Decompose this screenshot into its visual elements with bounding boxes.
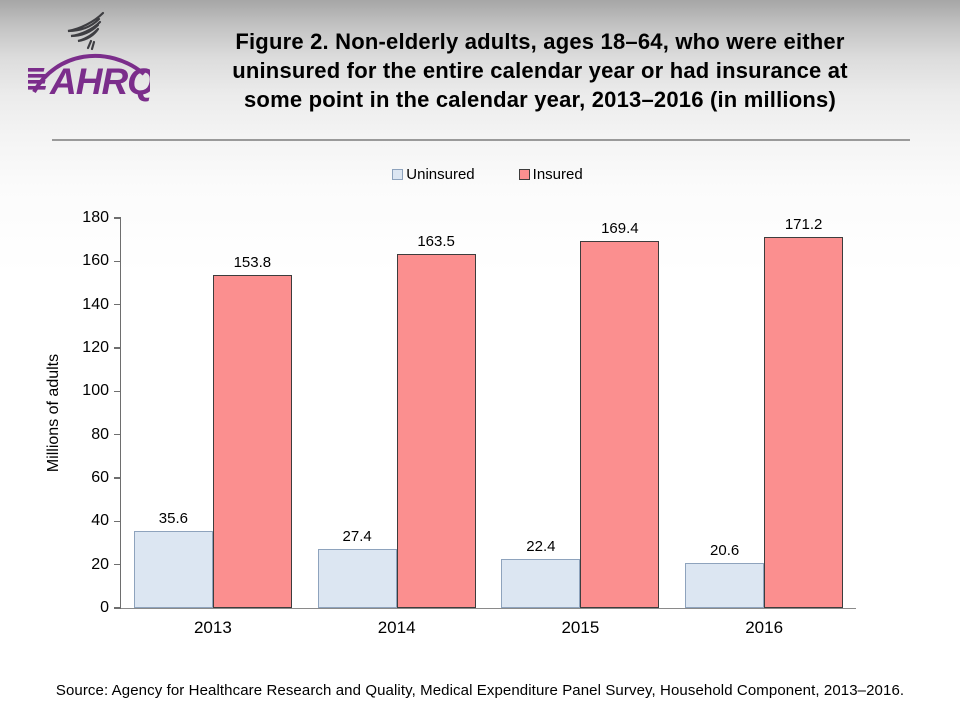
y-tick-label-160: 160 xyxy=(82,252,109,270)
legend-label-uninsured: Uninsured xyxy=(406,165,475,183)
ahrq-logo: AHRQ xyxy=(28,11,150,102)
bar-insured-2016 xyxy=(764,237,844,608)
chart-legend: Uninsured Insured xyxy=(120,164,855,184)
title-line-1: Figure 2. Non-elderly adults, ages 18–64… xyxy=(235,29,845,54)
y-tick-100 xyxy=(114,390,121,393)
header-divider xyxy=(52,139,910,141)
x-axis-label-2013: 2013 xyxy=(193,618,232,637)
y-tick-60 xyxy=(114,477,121,479)
y-tick-140 xyxy=(114,303,121,306)
y-tick-label-0: 0 xyxy=(100,599,109,616)
title-line-3: some point in the calendar year, 2013–20… xyxy=(244,87,836,112)
y-tick-label-100: 100 xyxy=(82,382,109,400)
y-tick-0 xyxy=(114,607,121,609)
y-tick-20 xyxy=(114,563,121,566)
bar-insured-2013 xyxy=(212,274,292,608)
y-tick-label-20: 20 xyxy=(91,555,109,573)
y-tick-label-80: 80 xyxy=(91,425,109,443)
value-label-insured-2013: 153.8 xyxy=(233,253,272,271)
hhs-eagle-icon xyxy=(67,11,105,51)
x-axis-label-2016: 2016 xyxy=(745,618,784,637)
bar-insured-2014 xyxy=(396,253,476,608)
y-axis-title: Millions of adults xyxy=(45,353,62,473)
source-note: Source: Agency for Healthcare Research a… xyxy=(55,682,905,699)
y-tick-40 xyxy=(114,520,121,523)
legend-swatch-insured xyxy=(518,168,530,180)
y-tick-label-140: 140 xyxy=(82,295,109,313)
x-axis-label-2015: 2015 xyxy=(561,618,600,637)
value-label-insured-2015: 169.4 xyxy=(601,219,639,237)
value-label-uninsured-2016: 20.6 xyxy=(710,542,740,560)
value-label-insured-2016: 171.2 xyxy=(784,216,823,234)
plot-area: Millions of adults 0 20 40 60 80 100 120 140 160… xyxy=(45,209,856,637)
y-tick-label-120: 120 xyxy=(82,339,109,356)
y-tick-label-60: 60 xyxy=(91,469,109,486)
value-label-insured-2014: 163.5 xyxy=(417,232,455,250)
title-line-2: uninsured for the entire calendar year o… xyxy=(232,58,848,83)
y-tick-label-40: 40 xyxy=(91,512,109,530)
y-tick-180 xyxy=(114,217,121,219)
bar-uninsured-2016 xyxy=(685,563,765,608)
value-label-uninsured-2014: 27.4 xyxy=(342,527,372,545)
legend-label-insured: Insured xyxy=(532,165,583,183)
ahrq-wordmark: AHRQ xyxy=(28,53,150,102)
legend-item-uninsured: Uninsured xyxy=(392,165,475,183)
y-tick-120 xyxy=(114,347,121,349)
value-label-uninsured-2013: 35.6 xyxy=(158,509,188,527)
bar-uninsured-2015 xyxy=(501,559,581,608)
page-title: Figure 2. Non-elderly adults, ages 18–64… xyxy=(150,27,930,114)
bar-uninsured-2014 xyxy=(317,548,397,608)
legend-item-insured: Insured xyxy=(518,165,583,183)
y-tick-label-180: 180 xyxy=(82,209,109,226)
value-label-uninsured-2015: 22.4 xyxy=(526,538,556,556)
y-tick-160 xyxy=(114,260,121,263)
y-tick-80 xyxy=(114,433,121,436)
bar-uninsured-2013 xyxy=(133,530,213,608)
x-axis-label-2014: 2014 xyxy=(377,618,416,637)
bar-insured-2015 xyxy=(580,240,660,608)
legend-swatch-uninsured xyxy=(392,168,404,180)
